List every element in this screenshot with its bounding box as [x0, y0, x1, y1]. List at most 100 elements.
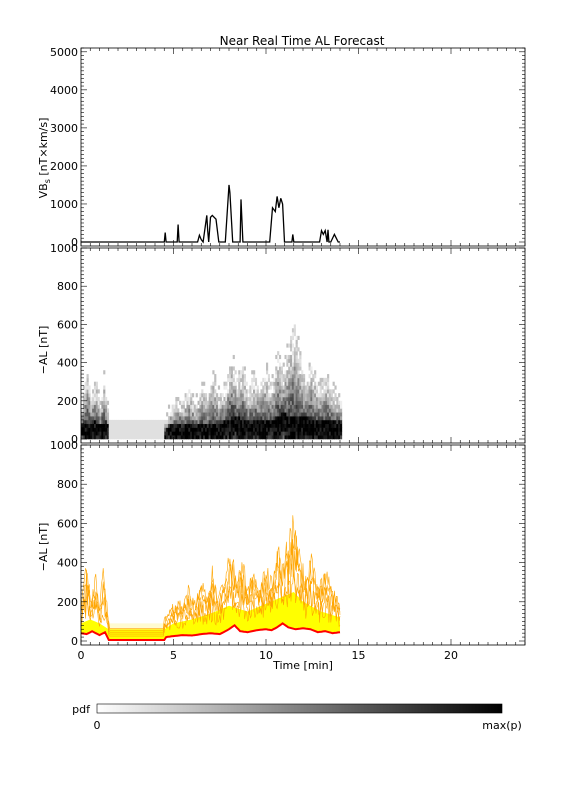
pdf-cell — [260, 408, 263, 413]
pdf-cell — [251, 435, 254, 440]
pdf-cell — [101, 431, 104, 436]
pdf-cell — [129, 427, 132, 432]
pdf-cell — [338, 416, 341, 421]
pdf-cell — [223, 385, 226, 390]
pdf-cell — [238, 396, 241, 402]
pdf-cell — [323, 381, 326, 386]
pdf-cell — [138, 427, 141, 432]
pdf-cell — [232, 400, 235, 405]
y-tick-label: 3000 — [50, 122, 78, 135]
pdf-cell — [314, 393, 317, 398]
pdf-cell — [214, 377, 217, 382]
pdf-cell — [251, 377, 254, 382]
pdf-cell — [234, 435, 237, 440]
pdf-cell — [254, 419, 258, 425]
pdf-cell — [247, 427, 250, 432]
pdf-cell — [286, 385, 289, 390]
pdf-cell — [299, 393, 302, 398]
pdf-cell — [290, 416, 293, 421]
pdf-cell — [230, 404, 233, 409]
pdf-cell — [304, 431, 307, 436]
pdf-cell — [84, 389, 87, 394]
pdf-cell — [286, 377, 289, 382]
pdf-cell — [175, 416, 178, 421]
pdf-cell — [293, 408, 296, 413]
pdf-cell — [275, 385, 278, 390]
pdf-cell — [271, 435, 274, 440]
pdf-cell — [256, 412, 259, 417]
pdf-cell — [253, 423, 256, 428]
pdf-cell — [303, 400, 306, 405]
pdf-cell — [225, 404, 228, 409]
pdf-cell — [143, 431, 147, 436]
pdf-cell — [82, 419, 85, 425]
pdf-cell — [299, 374, 302, 379]
pdf-cell — [186, 431, 189, 436]
pdf-cell — [101, 423, 104, 428]
pdf-cell — [312, 389, 315, 394]
pdf-cell — [273, 419, 276, 425]
pdf-cell — [204, 396, 208, 402]
pdf-cell — [262, 423, 265, 428]
pdf-cell — [155, 435, 158, 440]
pdf-cell — [312, 427, 315, 432]
pdf-cell — [103, 389, 106, 394]
pdf-cell — [240, 423, 243, 428]
pdf-cell — [310, 396, 313, 402]
pdf-cell — [123, 427, 126, 432]
pdf-cell — [82, 435, 85, 440]
pdf-cell — [169, 435, 172, 440]
pdf-cell — [214, 435, 217, 440]
pdf-cell — [245, 423, 248, 428]
pdf-cell — [286, 343, 289, 348]
pdf-cell — [86, 404, 89, 409]
pdf-cell — [160, 431, 163, 436]
pdf-cell — [288, 396, 291, 402]
pdf-cell — [264, 423, 267, 428]
pdf-cell — [201, 393, 204, 398]
pdf-cell — [203, 396, 206, 402]
pdf-cell — [245, 381, 248, 386]
pdf-cell — [288, 435, 291, 440]
pdf-cell — [97, 427, 100, 432]
pdf-cell — [288, 366, 291, 371]
pdf-cell — [291, 435, 295, 440]
pdf-cell — [180, 419, 184, 425]
pdf-cell — [299, 435, 302, 440]
pdf-cell — [256, 393, 259, 398]
pdf-cell — [323, 400, 326, 405]
pdf-cell — [260, 400, 263, 405]
pdf-cell — [262, 408, 265, 413]
pdf-cell — [101, 408, 104, 413]
pdf-cell — [328, 431, 332, 436]
pdf-cell — [275, 393, 278, 398]
pdf-cell — [253, 412, 256, 417]
pdf-cell — [277, 377, 280, 382]
pdf-cell — [241, 377, 245, 382]
pdf-cell — [186, 393, 189, 398]
pdf-cell — [180, 427, 184, 432]
pdf-cell — [186, 435, 189, 440]
pdf-cell — [308, 431, 311, 436]
pdf-cell — [267, 435, 270, 440]
pdf-cell — [321, 393, 324, 398]
pdf-cell — [282, 416, 285, 421]
pdf-cell — [92, 400, 95, 405]
pdf-cell — [315, 393, 319, 398]
pdf-cell — [312, 374, 315, 379]
pdf-cell — [188, 408, 191, 413]
pdf-cell — [280, 381, 283, 386]
pdf-cell — [88, 385, 91, 390]
pdf-cell — [260, 427, 263, 432]
pdf-cell — [93, 419, 97, 425]
pdf-cell — [223, 408, 226, 413]
pdf-cell — [334, 385, 337, 390]
pdf-cell — [277, 400, 280, 405]
pdf-cell — [97, 419, 100, 425]
pdf-cell — [90, 396, 93, 402]
pdf-cell — [288, 423, 291, 428]
pdf-cell — [186, 427, 189, 432]
pdf-cell — [317, 396, 320, 402]
pdf-cell — [282, 396, 285, 402]
pdf-cell — [184, 431, 187, 436]
